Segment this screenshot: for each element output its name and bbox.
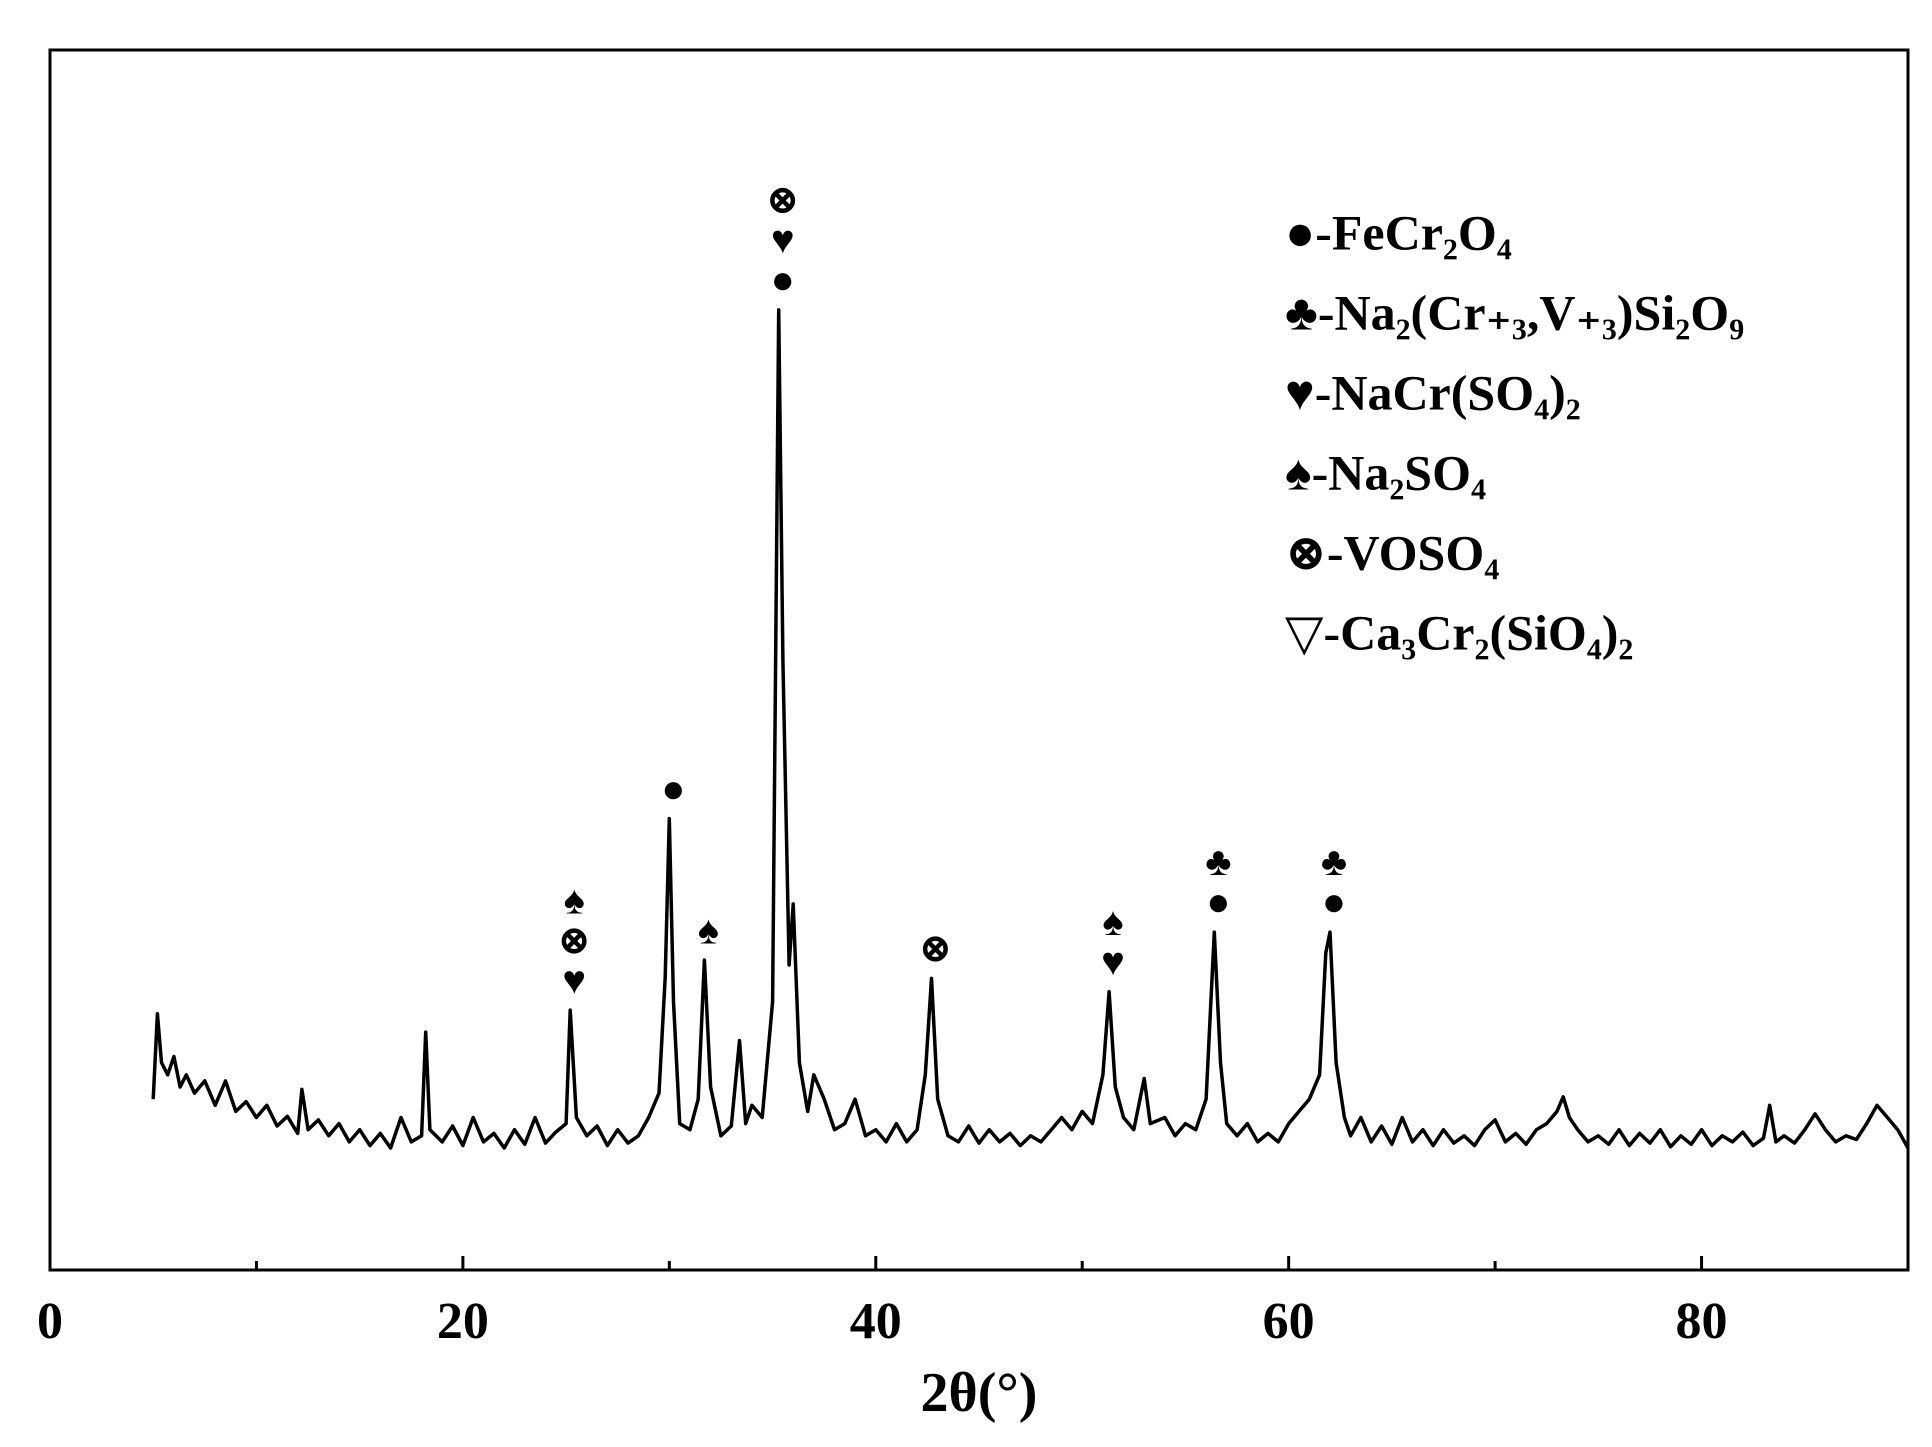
peak-annotation: ⊗ [766,177,800,222]
legend-entry: ♠-Na₂SO₄ [1285,444,1486,500]
x-tick-label: 60 [1263,1293,1315,1350]
x-tick-label: 80 [1676,1293,1728,1350]
legend-entry: ⊗-VOSO₄ [1285,524,1499,580]
xrd-line [151,308,1910,1150]
plot-frame [48,48,1910,1272]
x-axis-label: 2θ(°) [921,1362,1038,1424]
peak-annotation: ♠ [698,907,719,952]
peak-annotation: ● [771,257,795,302]
peak-annotation: ♥ [771,217,795,262]
peak-annotation: ● [661,766,685,811]
peak-annotation: ♣ [1205,839,1231,884]
peak-annotation: ♥ [1101,939,1125,984]
peak-annotation: ♠ [1102,899,1123,944]
peak-annotation: ⊗ [919,926,953,971]
peak-annotation: ● [1206,879,1230,924]
x-tick-label: 0 [37,1293,63,1350]
legend-entry: ♥-NaCr(SO₄)₂ [1285,364,1581,420]
legend-entry: ▽-Ca₃Cr₂(SiO₄)₂ [1285,604,1633,660]
peak-annotation: ♠ [564,877,585,922]
legend-entry: ♣-Na₂(Cr₊₃,V₊₃)Si₂O₉ [1285,284,1744,340]
peak-annotation: ♣ [1321,839,1347,884]
x-tick-label: 20 [437,1293,489,1350]
x-tick-label: 40 [850,1293,902,1350]
peak-annotation: ♥ [562,957,586,1002]
legend-entry: ●-FeCr₂O₄ [1285,204,1512,260]
peak-annotation: ● [1322,879,1346,924]
peak-annotation: ⊗ [557,917,591,962]
